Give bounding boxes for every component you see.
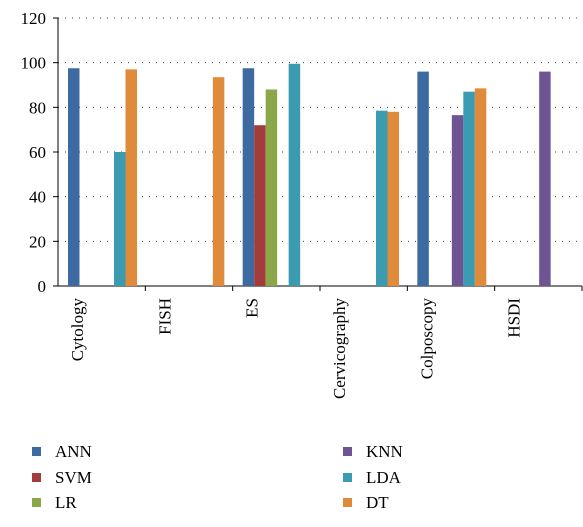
bar-svm-es: [254, 125, 266, 286]
x-category-label: FISH: [155, 298, 174, 335]
bar-knn-hsdi: [539, 71, 551, 286]
bar-dt-fish: [212, 77, 225, 286]
y-tick-label: 80: [29, 98, 46, 117]
y-tick-label: 0: [38, 277, 47, 296]
bar-lda-cervicography: [376, 110, 388, 286]
bar-lda-es: [288, 63, 301, 287]
y-tick-label: 60: [29, 143, 46, 162]
bar-dt-cervicography: [387, 111, 399, 286]
x-category-label: Colposcopy: [417, 298, 436, 380]
y-tick-label: 40: [29, 188, 46, 207]
bar-ann-colposcopy: [417, 71, 429, 286]
y-tick-label: 20: [29, 232, 46, 251]
bar-knn-colposcopy: [451, 115, 464, 287]
x-category-label: ES: [243, 298, 262, 318]
bar-ann-es: [242, 68, 255, 286]
y-tick-label: 120: [21, 9, 47, 28]
x-category-label: Cervicography: [330, 298, 349, 400]
bar-dt-colposcopy: [474, 88, 487, 286]
bar-dt-cytology: [125, 69, 137, 286]
bar-lr-es: [265, 89, 278, 286]
y-tick-label: 100: [21, 54, 47, 73]
x-category-label: Cytology: [68, 298, 87, 362]
x-category-label: HSDI: [505, 298, 524, 338]
bar-ann-cytology: [68, 68, 80, 286]
bar-lda-colposcopy: [463, 91, 475, 286]
bar-lda-cytology: [114, 152, 126, 286]
